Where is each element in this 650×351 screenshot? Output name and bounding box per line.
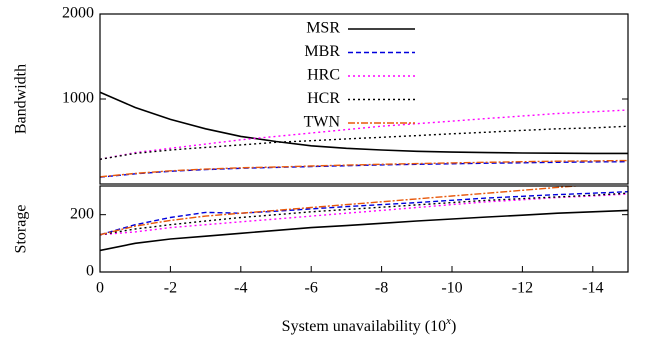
series-line bbox=[100, 109, 628, 160]
y-tick-label: 0 bbox=[86, 263, 94, 280]
series-line bbox=[100, 125, 628, 160]
y-axis-label: Bandwidth bbox=[13, 64, 30, 134]
plot-area bbox=[100, 186, 628, 252]
series-line bbox=[100, 186, 585, 236]
x-tick-label: -2 bbox=[164, 280, 177, 297]
series-line bbox=[100, 209, 628, 252]
y-tick-label: 200 bbox=[70, 205, 94, 222]
series-line bbox=[100, 193, 628, 236]
y-tick-label: 2000 bbox=[62, 5, 94, 22]
x-tick-label: -4 bbox=[234, 280, 247, 297]
series-line bbox=[100, 159, 628, 178]
series-line bbox=[100, 191, 628, 236]
legend-label: HRC bbox=[307, 67, 340, 84]
legend-label: TWN bbox=[304, 114, 341, 131]
legend-label: MBR bbox=[304, 43, 340, 60]
axes-frame bbox=[99, 185, 629, 273]
y-axis-label: Storage bbox=[13, 205, 30, 254]
x-tick-label: 0 bbox=[96, 280, 104, 297]
legend-label: HCR bbox=[307, 90, 340, 107]
x-tick-label: -8 bbox=[375, 280, 388, 297]
x-tick-label: -6 bbox=[305, 280, 318, 297]
x-tick-label: -14 bbox=[582, 280, 603, 297]
x-tick-label: -12 bbox=[512, 280, 533, 297]
x-axis-label-part: ) bbox=[451, 318, 456, 335]
y-tick-label: 1000 bbox=[62, 90, 94, 107]
x-axis-label-part: x bbox=[445, 315, 451, 327]
series-line bbox=[100, 192, 628, 236]
x-axis-label-part: System unavailability (10 bbox=[282, 318, 446, 335]
legend-label: MSR bbox=[306, 20, 340, 37]
plot-area bbox=[100, 91, 628, 178]
x-axis-label: System unavailability (10x) bbox=[282, 315, 457, 335]
x-tick-label: -10 bbox=[441, 280, 462, 297]
axes-frame bbox=[99, 13, 629, 185]
series-line bbox=[100, 91, 628, 155]
